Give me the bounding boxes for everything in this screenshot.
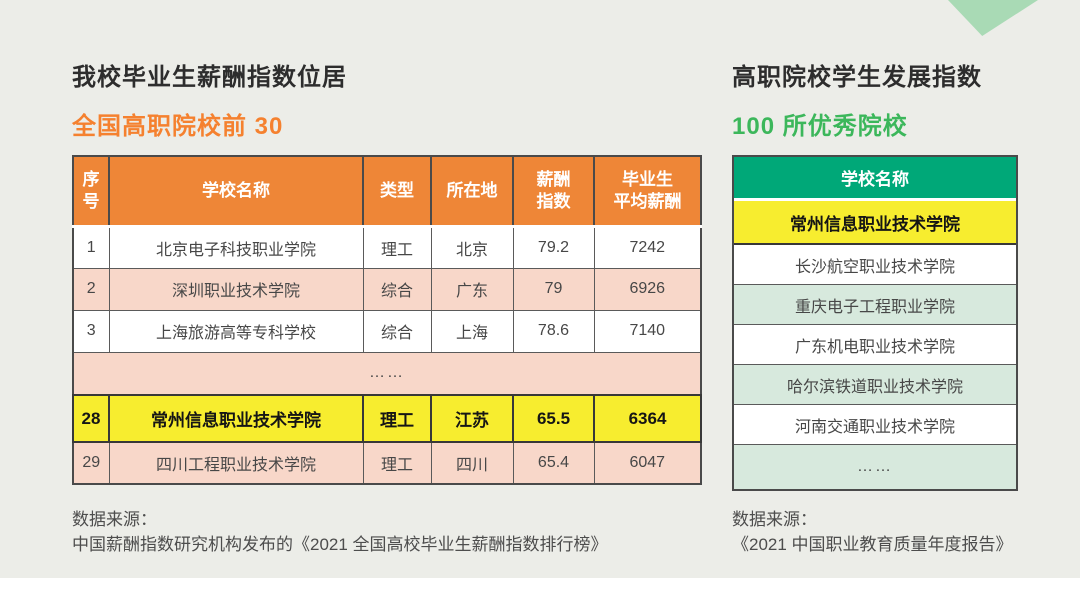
table-row-ellipsis: …… — [72, 351, 702, 396]
bottom-white-strip — [0, 578, 1080, 603]
rank-cell: 3 — [72, 309, 110, 353]
location-cell: 江苏 — [430, 394, 514, 443]
salary-cell: 7140 — [593, 309, 702, 353]
location-cell: 广东 — [430, 267, 514, 311]
school-cell: 四川工程职业技术学院 — [108, 441, 364, 485]
salary-cell: 7242 — [593, 225, 702, 269]
list-item-highlighted: 常州信息职业技术学院 — [734, 201, 1016, 245]
list-item-ellipsis: …… — [734, 445, 1016, 489]
location-cell: 四川 — [430, 441, 514, 485]
list-item: 广东机电职业技术学院 — [734, 325, 1016, 365]
column-header-school: 学校名称 — [108, 155, 364, 228]
source-text: 中国薪酬指数研究机构发布的《2021 全国高校毕业生薪酬指数排行榜》 — [72, 534, 608, 554]
rank-cell: 29 — [72, 441, 110, 485]
table-row: 2 深圳职业技术学院 综合 广东 79 6926 — [72, 267, 702, 311]
salary-cell: 6047 — [593, 441, 702, 485]
index-cell: 78.6 — [512, 309, 595, 353]
type-cell: 综合 — [362, 309, 432, 353]
table-row-highlighted: 28 常州信息职业技术学院 理工 江苏 65.5 6364 — [72, 394, 702, 443]
index-cell: 79 — [512, 267, 595, 311]
index-cell: 79.2 — [512, 225, 595, 269]
column-header-index: 薪酬 指数 — [512, 155, 595, 228]
salary-cell: 6364 — [593, 394, 702, 443]
rank-cell: 1 — [72, 225, 110, 269]
source-label: 数据来源： — [72, 510, 157, 529]
school-cell: 上海旅游高等专科学校 — [108, 309, 364, 353]
table-row: 1 北京电子科技职业学院 理工 北京 79.2 7242 — [72, 225, 702, 269]
list-item: 哈尔滨铁道职业技术学院 — [734, 365, 1016, 405]
table-row: 29 四川工程职业技术学院 理工 四川 65.4 6047 — [72, 441, 702, 485]
table-row: 3 上海旅游高等专科学校 综合 上海 78.6 7140 — [72, 309, 702, 353]
school-cell: 常州信息职业技术学院 — [108, 394, 364, 443]
column-header-salary: 毕业生 平均薪酬 — [593, 155, 702, 228]
rank-cell: 28 — [72, 394, 110, 443]
index-cell: 65.5 — [512, 394, 595, 443]
salary-ranking-table: 序 号 学校名称 类型 所在地 薪酬 指数 毕业生 平均薪酬 1 北京电子科技职… — [72, 155, 702, 485]
left-source: 数据来源： 中国薪酬指数研究机构发布的《2021 全国高校毕业生薪酬指数排行榜》 — [72, 508, 608, 557]
type-cell: 理工 — [362, 394, 432, 443]
column-header-location: 所在地 — [430, 155, 514, 228]
location-cell: 北京 — [430, 225, 514, 269]
table-header-row: 序 号 学校名称 类型 所在地 薪酬 指数 毕业生 平均薪酬 — [72, 155, 702, 228]
school-cell: 北京电子科技职业学院 — [108, 225, 364, 269]
source-text: 《2021 中国职业教育质量年度报告》 — [732, 534, 1013, 554]
corner-triangle-decoration — [948, 0, 1038, 36]
rank-cell: 2 — [72, 267, 110, 311]
type-cell: 综合 — [362, 267, 432, 311]
location-cell: 上海 — [430, 309, 514, 353]
left-panel-subtitle: 全国高职院校前 30 — [72, 113, 284, 140]
right-panel-title: 高职院校学生发展指数 — [732, 64, 982, 91]
type-cell: 理工 — [362, 225, 432, 269]
list-item: 长沙航空职业技术学院 — [734, 245, 1016, 285]
right-source: 数据来源： 《2021 中国职业教育质量年度报告》 — [732, 508, 1013, 557]
salary-cell: 6926 — [593, 267, 702, 311]
ellipsis-cell: …… — [72, 351, 702, 396]
school-cell: 深圳职业技术学院 — [108, 267, 364, 311]
development-index-table: 学校名称 常州信息职业技术学院 长沙航空职业技术学院 重庆电子工程职业学院 广东… — [732, 155, 1018, 491]
right-panel-subtitle: 100 所优秀院校 — [732, 113, 908, 140]
column-header-type: 类型 — [362, 155, 432, 228]
type-cell: 理工 — [362, 441, 432, 485]
list-item: 重庆电子工程职业学院 — [734, 285, 1016, 325]
index-cell: 65.4 — [512, 441, 595, 485]
source-label: 数据来源： — [732, 510, 817, 529]
left-panel-title: 我校毕业生薪酬指数位居 — [72, 64, 347, 91]
column-header-rank: 序 号 — [72, 155, 110, 228]
list-item: 河南交通职业技术学院 — [734, 405, 1016, 445]
column-header-school: 学校名称 — [734, 157, 1016, 201]
